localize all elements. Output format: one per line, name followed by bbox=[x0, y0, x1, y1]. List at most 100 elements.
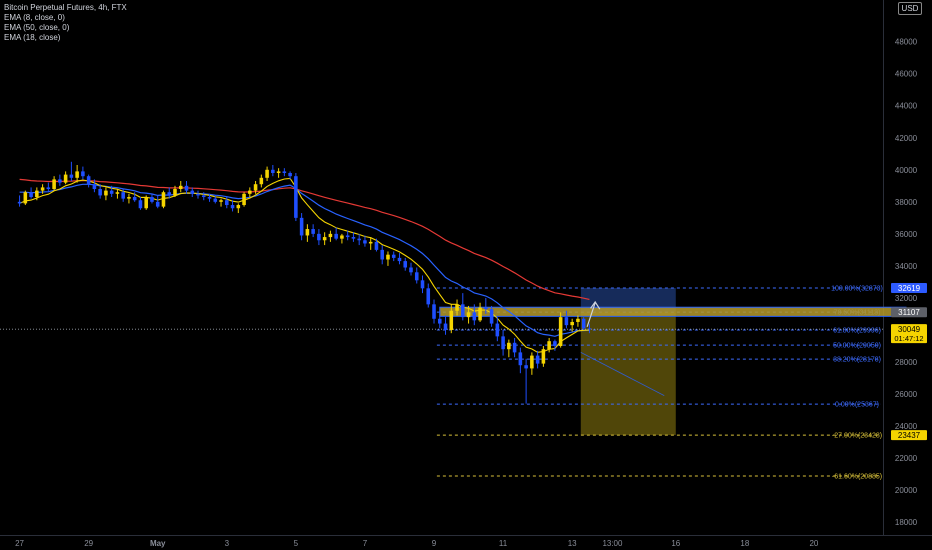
candle-body bbox=[426, 288, 431, 305]
price-tick-label: 18000 bbox=[895, 518, 918, 527]
candle bbox=[426, 283, 431, 308]
candle bbox=[161, 190, 166, 209]
symbol-title[interactable]: Bitcoin Perpetual Futures, 4h, FTX bbox=[4, 3, 127, 12]
candle bbox=[334, 227, 338, 241]
candle-body bbox=[380, 249, 384, 260]
candle bbox=[518, 347, 523, 374]
candle bbox=[432, 299, 436, 324]
candle bbox=[144, 195, 148, 210]
candle-body bbox=[501, 336, 505, 350]
countdown-label: 01:47:12 bbox=[894, 334, 923, 343]
candle-body bbox=[23, 192, 28, 204]
candle-body bbox=[69, 174, 74, 178]
candle bbox=[535, 350, 540, 369]
candle-body bbox=[207, 197, 212, 199]
candle bbox=[380, 245, 384, 265]
candle bbox=[472, 304, 477, 326]
candle-body bbox=[518, 352, 523, 366]
price-tick-label: 40000 bbox=[895, 166, 918, 175]
candle-body bbox=[374, 241, 379, 250]
candle-body bbox=[52, 179, 56, 190]
candle bbox=[236, 203, 241, 214]
candle bbox=[190, 187, 195, 198]
candle bbox=[443, 315, 448, 335]
candle-body bbox=[547, 341, 551, 350]
candle-body bbox=[461, 304, 465, 318]
candle-body bbox=[121, 192, 125, 199]
arrow-head-icon bbox=[590, 300, 601, 310]
ema-8-label[interactable]: EMA (8, close, 0) bbox=[4, 13, 65, 22]
price-tick-label: 20000 bbox=[895, 486, 918, 495]
candle bbox=[81, 166, 85, 180]
candle bbox=[288, 171, 292, 180]
price-tag-label: 31107 bbox=[898, 308, 920, 317]
ema-50-label[interactable]: EMA (50, close, 0) bbox=[4, 23, 70, 32]
candle bbox=[104, 187, 108, 201]
candle bbox=[553, 339, 557, 351]
candle-body bbox=[138, 200, 143, 209]
price-tag bbox=[891, 324, 927, 344]
candle-body bbox=[541, 349, 546, 364]
candle bbox=[259, 174, 264, 188]
price-tick-label: 38000 bbox=[895, 198, 918, 207]
candle-body bbox=[386, 254, 390, 260]
candle bbox=[351, 232, 356, 242]
candle-body bbox=[35, 190, 39, 198]
candle bbox=[35, 187, 39, 201]
price-tick-label: 36000 bbox=[895, 230, 918, 239]
candle bbox=[230, 200, 235, 212]
candle bbox=[512, 337, 517, 358]
candle-body bbox=[75, 171, 79, 178]
candle-body bbox=[391, 254, 396, 258]
candle bbox=[466, 305, 471, 324]
price-tag-label: 30049 bbox=[898, 325, 921, 334]
time-tick-label: May bbox=[150, 539, 166, 548]
time-tick-label: 7 bbox=[363, 539, 368, 548]
candle bbox=[495, 317, 500, 342]
candle bbox=[530, 352, 534, 375]
candle-body bbox=[489, 309, 494, 324]
candle bbox=[242, 192, 246, 207]
candle bbox=[132, 192, 137, 202]
candle-body bbox=[132, 197, 137, 201]
price-tick-label: 32000 bbox=[895, 294, 918, 303]
indicator-legend: Bitcoin Perpetual Futures, 4h, FTX EMA (… bbox=[4, 3, 127, 43]
candle bbox=[507, 339, 511, 358]
candle bbox=[311, 224, 315, 238]
candle-body bbox=[178, 185, 183, 190]
candle-body bbox=[397, 257, 402, 262]
candle-body bbox=[363, 240, 367, 244]
candle-body bbox=[213, 198, 218, 202]
candle bbox=[397, 253, 402, 265]
candle bbox=[328, 230, 333, 242]
candle bbox=[455, 299, 459, 316]
candle-body bbox=[581, 318, 586, 329]
candle bbox=[178, 181, 183, 193]
candle-body bbox=[282, 171, 287, 173]
ema-18-label[interactable]: EMA (18, close) bbox=[4, 33, 61, 42]
candle-body bbox=[576, 318, 580, 322]
price-tick-label: 34000 bbox=[895, 262, 918, 271]
candle-body bbox=[322, 237, 327, 241]
candle-body bbox=[109, 190, 114, 194]
fib-level-label: 38.20%(28178) bbox=[833, 357, 881, 364]
candle bbox=[305, 224, 310, 242]
candle bbox=[248, 187, 252, 198]
candle-body bbox=[564, 317, 569, 326]
time-tick-label: 13 bbox=[568, 539, 577, 548]
fib-level-label: 61.80%(29996) bbox=[833, 328, 881, 335]
candle bbox=[420, 275, 425, 294]
candle bbox=[138, 197, 143, 210]
candle bbox=[340, 233, 344, 244]
candle bbox=[219, 198, 223, 207]
candle bbox=[271, 164, 275, 177]
candle-body bbox=[535, 355, 540, 364]
currency-button[interactable]: USD bbox=[898, 2, 922, 15]
candle bbox=[69, 161, 74, 182]
candle-body bbox=[507, 342, 511, 350]
candle bbox=[213, 195, 218, 204]
time-tick-label: 3 bbox=[225, 539, 230, 548]
fib-extension-label: -27.00%(23428) bbox=[832, 433, 882, 440]
projection-line bbox=[580, 352, 665, 396]
